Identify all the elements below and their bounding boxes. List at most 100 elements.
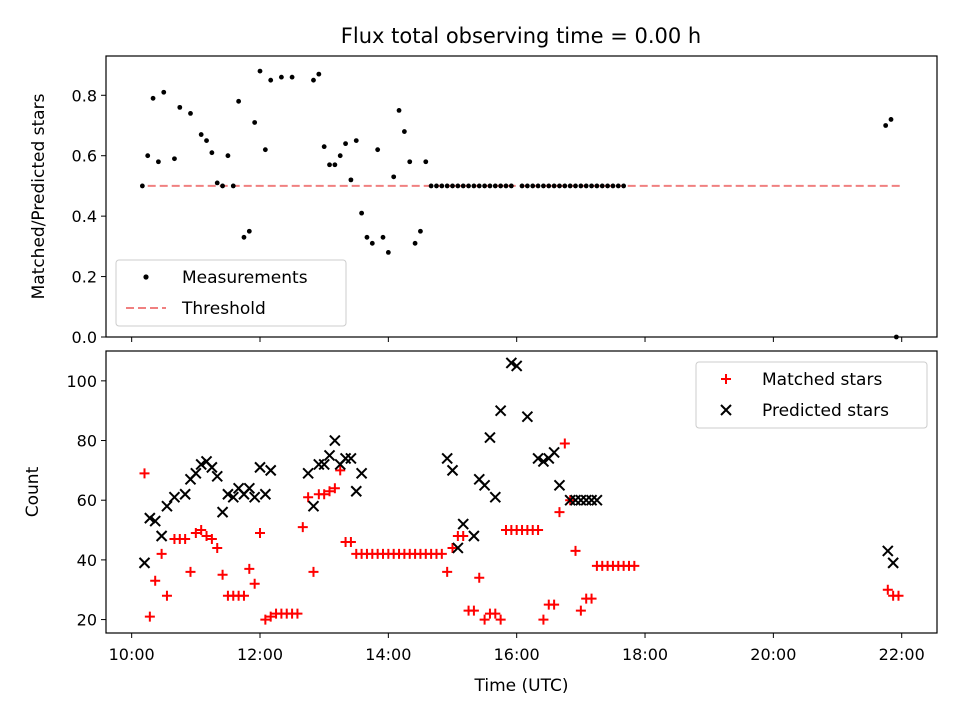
predicted-star-point: [318, 458, 330, 471]
y-axis-label: Matched/Predicted stars: [29, 93, 49, 299]
measurement-point: [508, 183, 514, 189]
measurement-point: [209, 150, 215, 156]
matched-star-point: [303, 492, 314, 503]
x-axis-label: Time (UTC): [474, 676, 569, 696]
predicted-star-point: [144, 512, 156, 524]
legend-box: [115, 259, 347, 327]
predicted-star-point: [264, 464, 277, 477]
predicted-star-point: [457, 518, 469, 530]
matched-star-point: [468, 605, 479, 616]
measurement-point: [615, 183, 621, 189]
matched-star-point: [538, 614, 549, 625]
matched-star-point: [265, 611, 276, 622]
matched-star-point: [893, 590, 904, 601]
predicted-star-point: [243, 482, 256, 494]
matched-star-point: [201, 531, 212, 542]
measurement-point: [498, 183, 504, 189]
legend-label: Predicted stars: [762, 401, 889, 421]
matched-star-point: [180, 534, 191, 544]
measurement-point: [145, 153, 151, 159]
measurement-point: [883, 123, 889, 128]
matched-star-point: [212, 542, 223, 553]
matched-star-point: [479, 614, 490, 625]
y-axis-label: Count: [23, 466, 43, 517]
measurement-point: [188, 111, 193, 116]
measurement-point: [583, 183, 589, 189]
measurement-point: [567, 183, 573, 189]
x-tick-label: 18:00: [622, 645, 668, 664]
matched-star-point: [206, 534, 217, 544]
measurement-point: [573, 183, 578, 189]
matched-star-point: [549, 599, 560, 610]
matched-star-point: [238, 590, 249, 601]
predicted-star-point: [168, 491, 181, 503]
matched-star-point: [255, 528, 266, 539]
y-tick-label: 80: [77, 432, 97, 451]
predicted-star-point: [222, 488, 234, 500]
predicted-star-point: [216, 506, 229, 518]
predicted-star-point: [489, 491, 502, 503]
measurement-point: [246, 228, 252, 234]
predicted-star-point: [882, 545, 894, 557]
y-tick-label: 0.6: [72, 147, 97, 166]
matched-star-point: [586, 593, 597, 604]
measurement-point: [225, 153, 231, 159]
predicted-star-point: [206, 461, 218, 474]
measurement-point: [177, 104, 183, 110]
predicted-star-point: [179, 488, 191, 500]
measurement-point: [385, 249, 391, 255]
matched-star-point: [335, 465, 346, 476]
measurement-point: [466, 183, 471, 189]
measurement-point: [375, 147, 381, 153]
measurement-point: [316, 71, 322, 77]
matched-star-point: [156, 548, 167, 559]
matched-star-point: [345, 536, 356, 547]
measurement-point: [460, 183, 466, 189]
predicted-star-point: [494, 404, 507, 417]
measurement-point: [599, 183, 605, 189]
matched-star-point: [533, 525, 544, 536]
axes-frame: [105, 350, 938, 634]
matched-star-point: [559, 438, 570, 449]
measurement-point: [482, 183, 488, 189]
legend-label: Matched stars: [762, 370, 882, 390]
predicted-star-point: [248, 491, 261, 503]
measurement-point: [257, 68, 263, 74]
measurement-point: [332, 162, 338, 168]
matched-star-point: [139, 468, 150, 479]
matched-star-point: [629, 560, 640, 571]
measurement-point: [541, 183, 546, 189]
measurement-point: [524, 183, 530, 189]
measurement-point: [621, 183, 627, 189]
y-tick-label: 60: [77, 491, 97, 510]
matched-star-point: [249, 578, 260, 589]
measurement-point: [262, 147, 268, 153]
measurement-point: [220, 183, 225, 189]
measurement-point: [562, 183, 568, 189]
measurement-point: [214, 180, 220, 186]
matched-star-point: [554, 507, 565, 518]
matched-star-point: [150, 575, 161, 586]
measurement-point: [492, 183, 498, 189]
predicted-star-point: [484, 431, 496, 444]
predicted-star-point: [149, 515, 161, 527]
matched-star-point: [244, 563, 255, 574]
measurement-point: [369, 240, 375, 246]
legend-box: [695, 361, 928, 429]
matched-star-point: [329, 483, 340, 494]
matched-star-point: [217, 569, 228, 580]
measurement-point: [268, 77, 274, 83]
legend-label: Measurements: [182, 268, 308, 288]
matched-star-point: [319, 489, 330, 500]
predicted-star-point: [537, 455, 550, 468]
matched-star-point: [144, 611, 155, 622]
measurement-point: [198, 132, 204, 137]
measurement-point: [156, 159, 161, 165]
x-tick-label: 12:00: [237, 645, 283, 664]
matched-star-point: [495, 614, 506, 625]
measurement-point: [204, 138, 209, 144]
count-panel: 20 40 60 80 100 10:00 12:00 14:00 16:00 18:00 20:0…: [23, 350, 938, 696]
measurement-point: [551, 183, 557, 189]
y-tick-label: 0.8: [72, 86, 97, 105]
